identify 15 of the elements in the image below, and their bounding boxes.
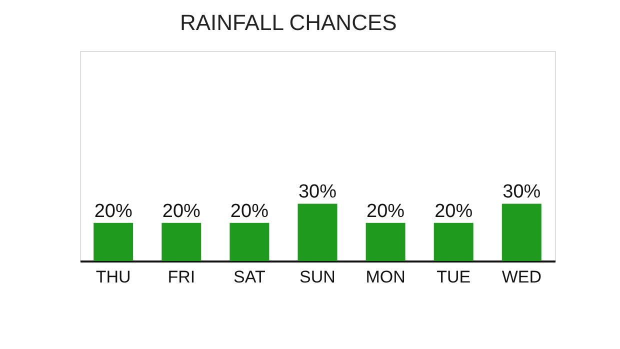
data-label: 20%: [434, 200, 473, 222]
x-tick-label: SAT: [234, 268, 266, 286]
x-tick-label: MON: [366, 268, 406, 286]
data-label: 30%: [298, 182, 337, 203]
data-label: 20%: [366, 200, 405, 222]
x-tick-label: SUN: [300, 268, 336, 286]
data-label: 20%: [230, 200, 269, 222]
x-tick-label: WED: [502, 268, 542, 286]
data-label: 20%: [94, 200, 132, 222]
x-tick-label: TUE: [436, 268, 471, 286]
data-label: 30%: [502, 182, 541, 203]
x-tick-label: THU: [96, 268, 131, 286]
x-tick-label: FRI: [168, 268, 196, 286]
chart-title: RAINFALL CHANCES: [180, 10, 397, 35]
data-label: 20%: [162, 200, 201, 222]
